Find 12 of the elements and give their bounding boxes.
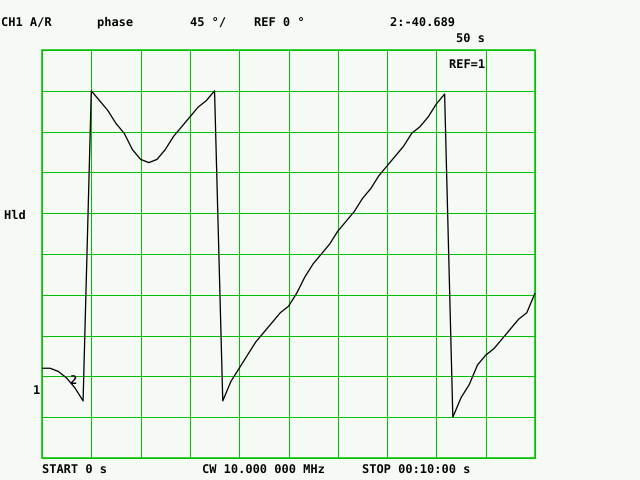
- text: START 0 s: [42, 462, 108, 476]
- text: CH1 A/R: [1, 15, 52, 29]
- text: STOP 00:10:00 s: [362, 462, 470, 476]
- text: phase: [97, 15, 134, 29]
- text: 2:-40.689: [390, 15, 456, 29]
- text: 1: [33, 383, 40, 397]
- text: 45 °/: [190, 15, 226, 29]
- text: REF 0 °: [254, 15, 305, 29]
- text: 50 s: [456, 31, 485, 45]
- text: Hld: [4, 208, 26, 222]
- text: REF=1: [449, 57, 486, 71]
- text: CW 10.000 000 MHz: [202, 462, 325, 476]
